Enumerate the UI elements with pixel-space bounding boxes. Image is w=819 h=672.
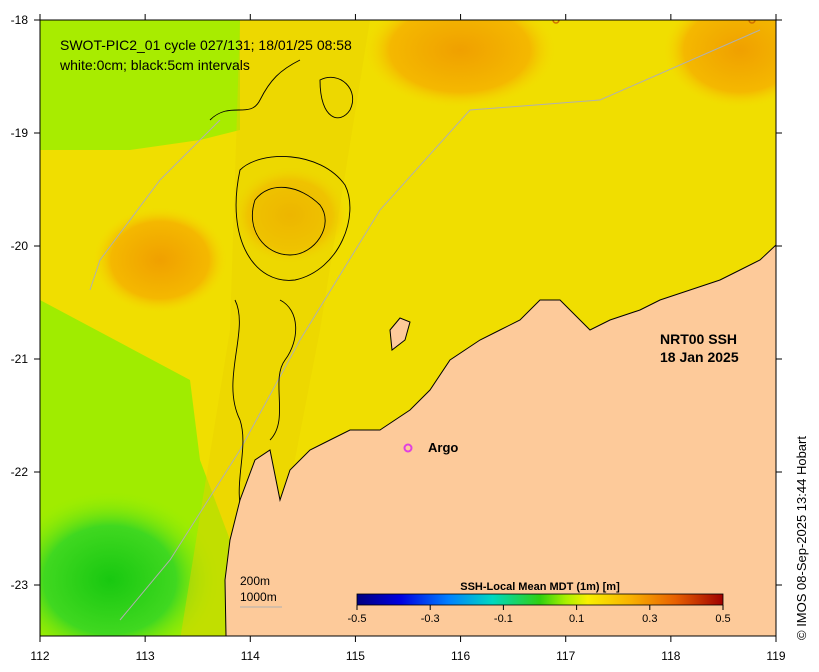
swot-swath — [180, 20, 370, 636]
colorbar-tick-label: -0.1 — [494, 613, 513, 625]
ssh-high-anomaly-north — [360, 20, 560, 110]
plot-frame — [39, 19, 777, 637]
title-line-2: white:0cm; black:5cm intervals — [59, 57, 250, 73]
colorbar-ticks: -0.5 -0.3 -0.1 0.1 0.3 0.5 — [348, 605, 731, 625]
colorbar-tick-label: -0.5 — [348, 613, 367, 625]
ssh-high-anomaly-ne — [660, 20, 776, 110]
y-tick-label: -21 — [11, 352, 29, 366]
colorbar-gradient — [356, 593, 724, 606]
x-tick-label: 115 — [346, 649, 365, 663]
x-tick-label: 112 — [30, 649, 49, 663]
ssh-high-anomaly-west — [90, 205, 230, 315]
y-axis: -18 -19 -20 -21 -22 -23 — [11, 13, 782, 592]
colorbar-tick-label: 0.1 — [569, 613, 584, 625]
x-axis: 112 113 114 115 116 117 118 119 — [30, 14, 786, 663]
colorbar-title: SSH-Local Mean MDT (1m) [m] — [460, 581, 620, 593]
colorbar-tick-label: 0.5 — [715, 613, 730, 625]
isobath-1000m — [119, 29, 761, 621]
argo-marker-north[interactable] — [552, 17, 560, 24]
x-tick-label: 116 — [451, 649, 470, 663]
x-tick-label: 119 — [766, 649, 785, 663]
australia-land — [224, 244, 776, 636]
y-tick-label: -23 — [11, 578, 29, 592]
y-tick-label: -20 — [11, 239, 29, 253]
x-tick-label: 114 — [241, 649, 260, 663]
argo-marker-ne[interactable] — [748, 17, 756, 24]
colorbar: SSH-Local Mean MDT (1m) [m] -0.5 -0.3 -0.1… — [348, 581, 731, 625]
depth-label-200m: 200m — [240, 574, 270, 588]
x-tick-label: 113 — [136, 649, 155, 663]
colorbar-tick-label: 0.3 — [642, 613, 657, 625]
y-tick-label: -22 — [11, 465, 29, 479]
y-tick-label: -19 — [11, 126, 29, 140]
colorbar-tick-label: -0.3 — [421, 613, 440, 625]
product-label: NRT00 SSH — [660, 331, 737, 347]
copyright-notice: © IMOS 08-Sep-2025 13:44 Hobart — [794, 436, 809, 640]
x-tick-label: 118 — [661, 649, 680, 663]
y-tick-label: -18 — [11, 13, 29, 27]
argo-label: Argo — [428, 440, 458, 455]
island — [389, 317, 411, 351]
product-date: 18 Jan 2025 — [660, 349, 739, 365]
isobath-200m — [89, 119, 221, 291]
x-tick-label: 117 — [556, 649, 575, 663]
copyright-text: © IMOS 08-Sep-2025 13:44 Hobart — [794, 436, 809, 640]
title-line-1: SWOT-PIC2_01 cycle 027/131; 18/01/25 08:… — [60, 37, 352, 53]
depth-label-1000m: 1000m — [240, 590, 277, 604]
ssh-field-west — [40, 20, 240, 150]
ssh-contours — [209, 59, 354, 521]
argo-marker[interactable] — [403, 443, 413, 453]
ssh-low-anomaly — [40, 490, 220, 636]
